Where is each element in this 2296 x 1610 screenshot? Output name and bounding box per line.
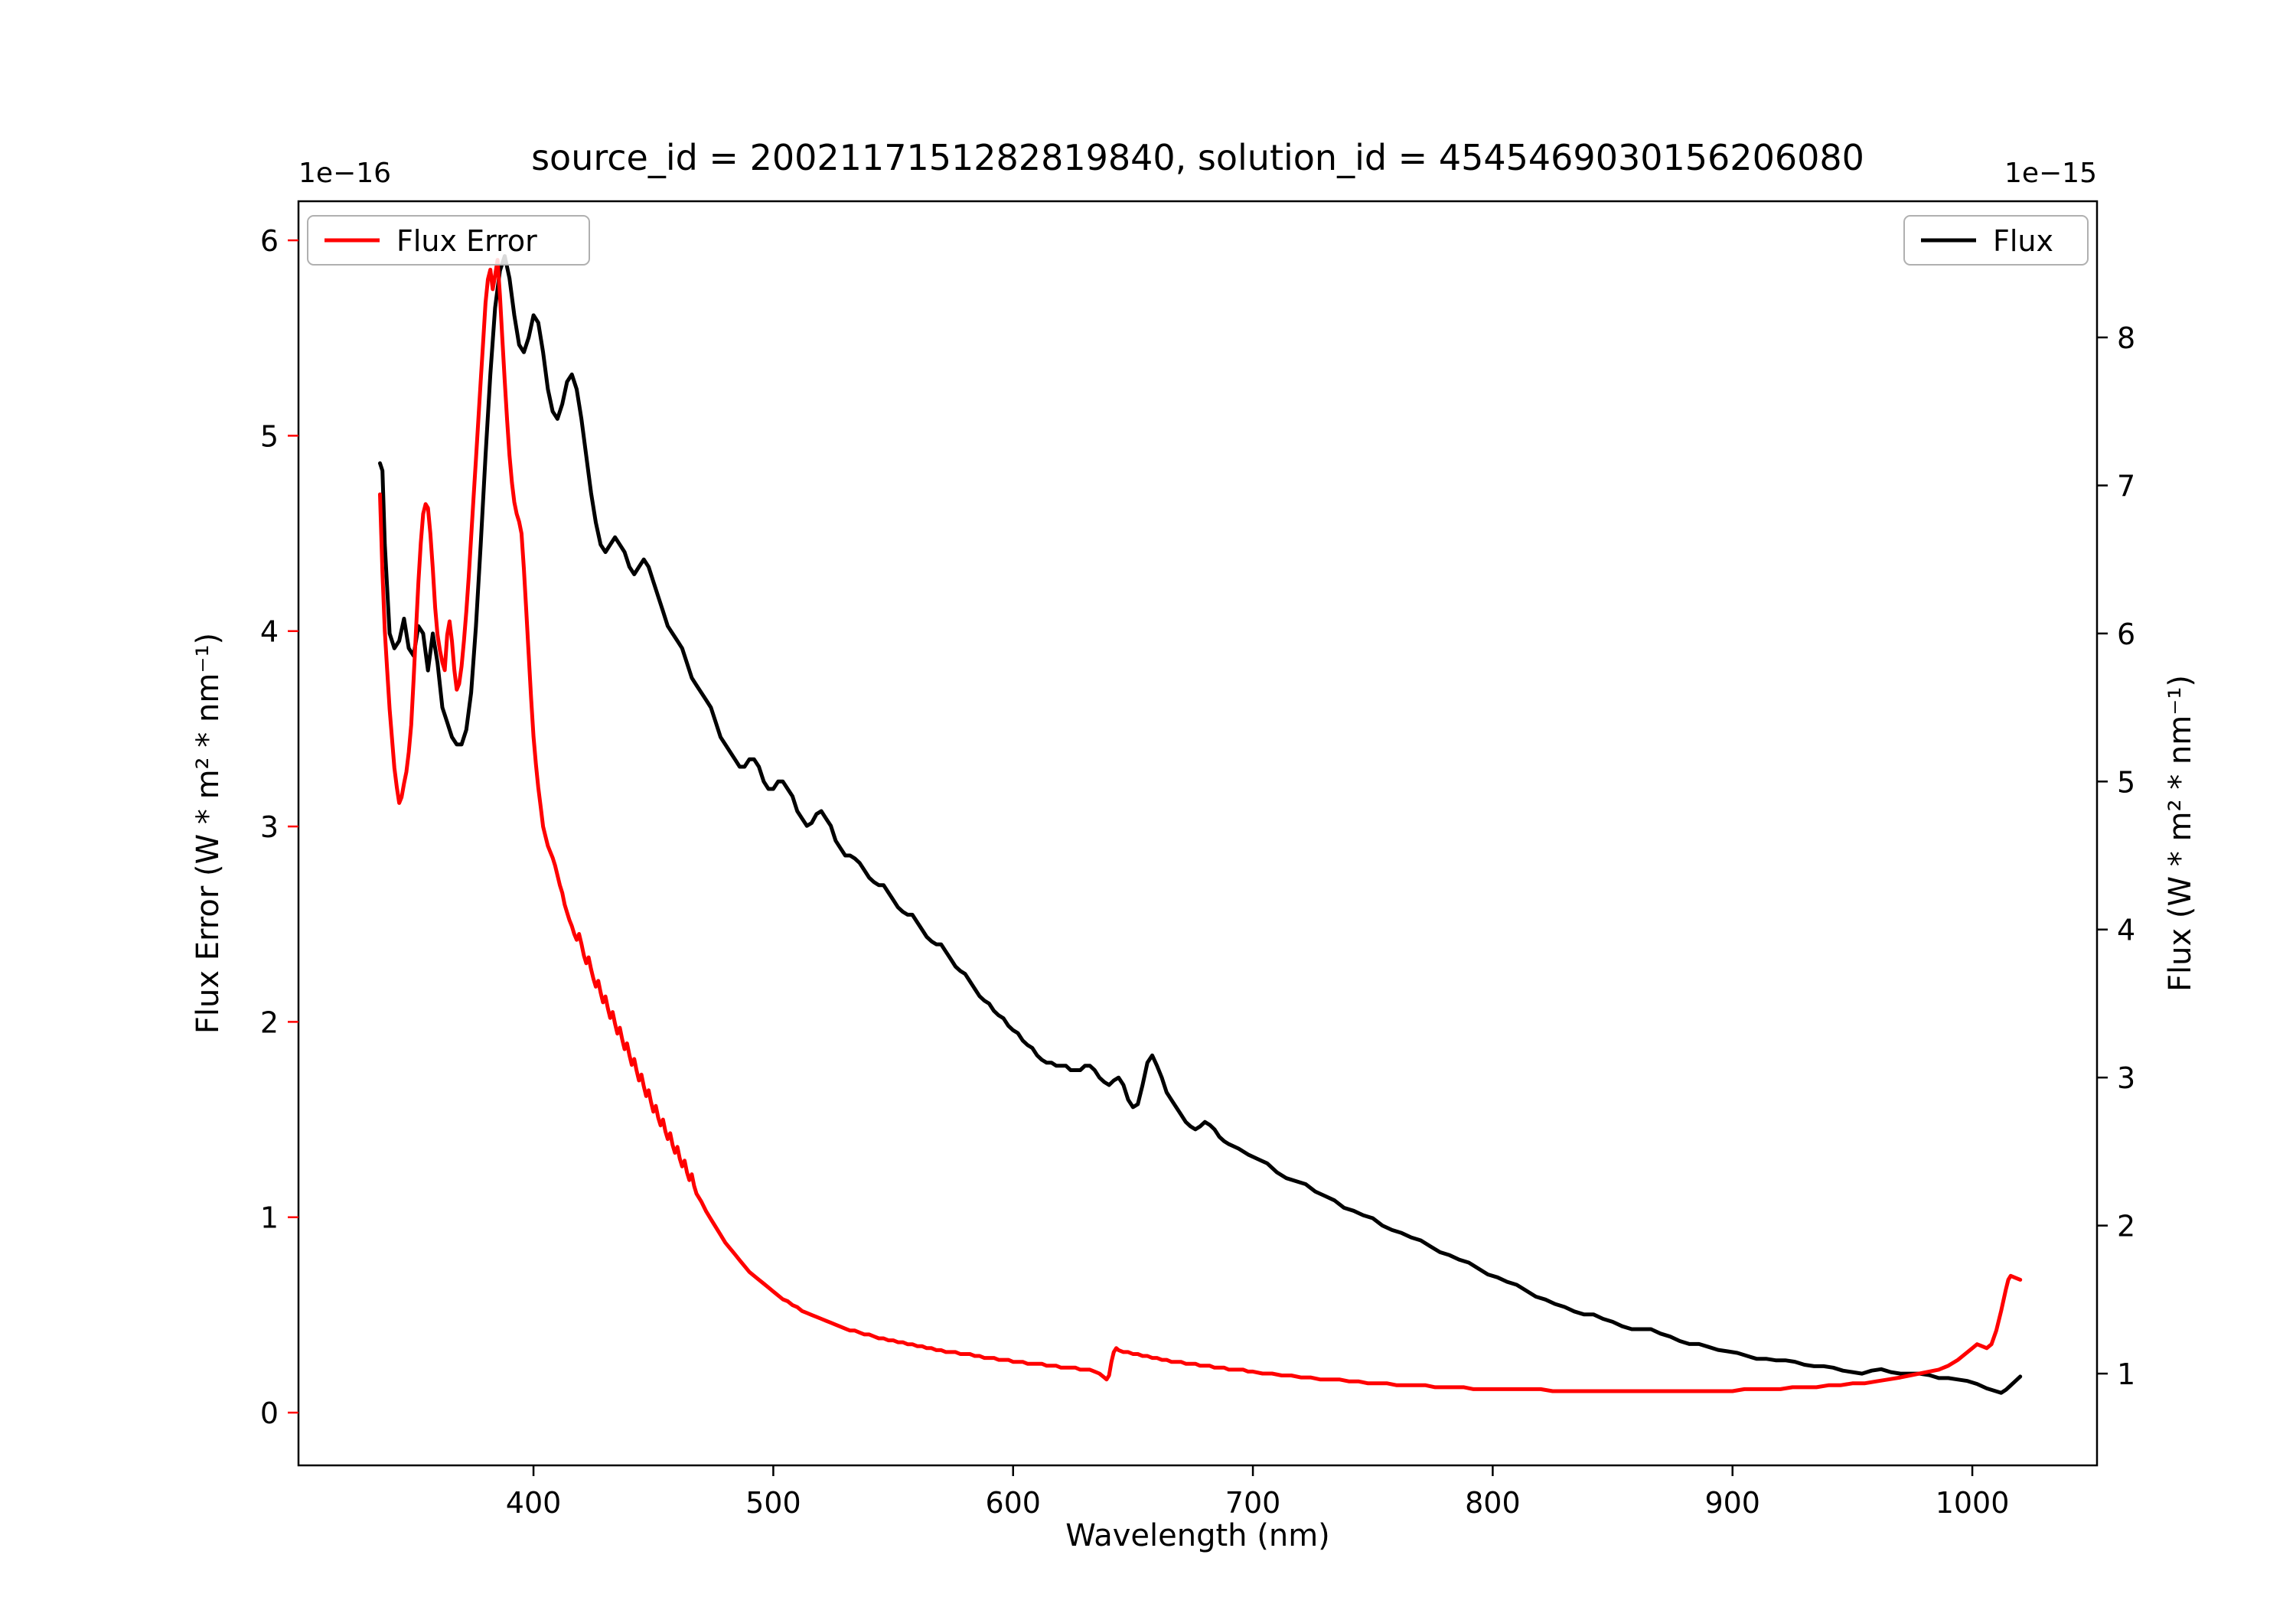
legend-flux: Flux (1903, 215, 2089, 266)
left-y-tick-label: 2 (260, 1005, 279, 1039)
x-tick-label: 800 (1465, 1486, 1521, 1520)
legend-flux-error: Flux Error (307, 215, 590, 266)
axes-spines (297, 200, 2099, 1467)
legend-flux-error-box (307, 215, 590, 266)
right-y-tick-label: 3 (2117, 1061, 2135, 1095)
right-y-tick-label: 6 (2117, 618, 2135, 651)
chart-title: source_id = 2002117151282819840, solutio… (531, 137, 1864, 178)
x-axis-ticks: 400 500 600 700 800 900 1000 (506, 1465, 2010, 1520)
legend-flux-error-label: Flux Error (396, 224, 537, 258)
left-y-tick-label: 5 (260, 419, 279, 453)
x-tick-label: 700 (1225, 1486, 1281, 1520)
plot-area (298, 201, 2097, 1465)
right-y-tick-label: 1 (2117, 1357, 2135, 1391)
left-y-tick-label: 3 (260, 810, 279, 844)
flux-line (378, 254, 2023, 1395)
legend-flux-box (1903, 215, 2089, 266)
right-y-tick-label: 2 (2117, 1210, 2135, 1243)
right-y-tick-label: 4 (2117, 914, 2135, 947)
left-y-tick-label: 0 (260, 1397, 279, 1430)
right-y-axis-label: Flux (W * m² * nm⁻¹) (2163, 675, 2198, 992)
right-y-tick-label: 8 (2117, 321, 2135, 355)
x-tick-label: 1000 (1936, 1486, 2010, 1520)
left-y-axis-label: Flux Error (W * m² * nm⁻¹) (191, 633, 226, 1034)
right-axis-offset-text: 1e−15 (2004, 158, 2097, 189)
x-tick-label: 500 (745, 1486, 801, 1520)
legend-flux-label: Flux (1993, 224, 2053, 258)
x-tick-label: 600 (985, 1486, 1041, 1520)
left-y-axis-ticks: 0 1 2 3 4 5 6 (260, 224, 298, 1430)
left-y-tick-label: 4 (260, 615, 279, 649)
x-axis-label: Wavelength (nm) (1065, 1518, 1330, 1553)
flux-error-line (378, 258, 2023, 1393)
left-y-tick-label: 6 (260, 224, 279, 258)
right-y-tick-label: 7 (2117, 469, 2135, 503)
right-y-axis-ticks: 1 2 3 4 5 6 7 8 (2097, 321, 2135, 1391)
x-tick-label: 400 (506, 1486, 562, 1520)
right-y-tick-label: 5 (2117, 765, 2135, 799)
x-tick-label: 900 (1704, 1486, 1760, 1520)
left-axis-offset-text: 1e−16 (298, 158, 391, 189)
left-y-tick-label: 1 (260, 1201, 279, 1235)
